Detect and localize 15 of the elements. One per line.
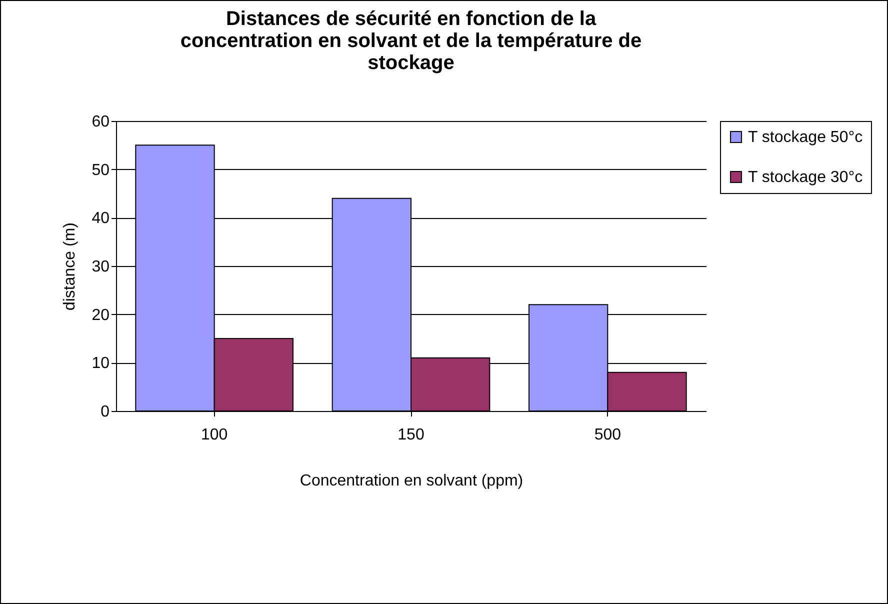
x-tick-label: 100 <box>200 426 228 444</box>
x-tick-label: 150 <box>398 426 424 444</box>
y-tick-label: 0 <box>100 404 110 420</box>
x-tick-label: 500 <box>594 426 622 444</box>
chart-title: Distances de sécurité en fonction de la concentration en solvant et de la température de stockage <box>180 8 642 74</box>
x-axis-title: Concentration en solvant (ppm) <box>300 472 524 490</box>
y-axis-title: distance (m) <box>62 222 79 311</box>
y-tick-label: 20 <box>92 306 110 324</box>
y-tick-label: 50 <box>92 162 110 179</box>
y-tick-label: 10 <box>92 355 110 372</box>
y-tick-label: 30 <box>92 258 110 276</box>
y-tick-label: 40 <box>92 210 110 228</box>
legend-label: T stockage 30°c <box>748 169 863 186</box>
legend-label: T stockage 50°c <box>748 129 863 146</box>
y-tick-label: 60 <box>92 114 110 130</box>
